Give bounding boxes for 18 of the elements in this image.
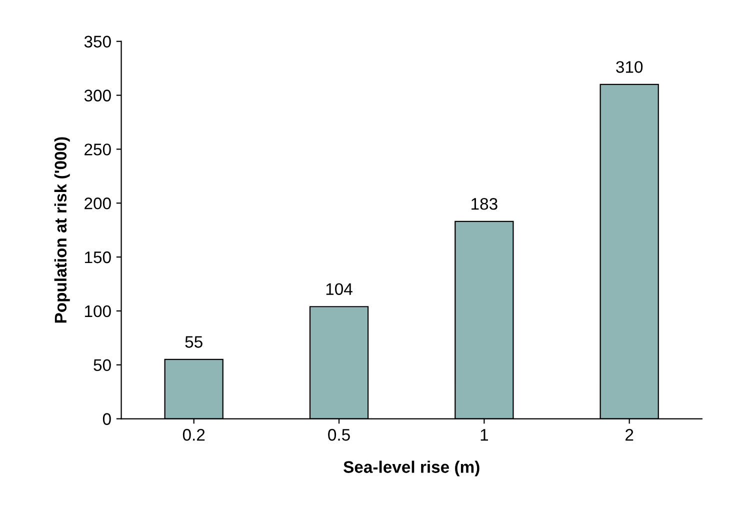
x-tick-label: 1	[480, 429, 488, 441]
y-axis-title: Population at risk ('000)	[54, 137, 70, 323]
x-axis-title: Sea-level rise (m)	[344, 460, 480, 476]
y-tick-label: 50	[94, 359, 111, 372]
y-tick-label: 200	[84, 198, 111, 210]
data-label: 55	[185, 336, 202, 348]
x-tick-label: 0.5	[328, 428, 350, 441]
y-tick-label: 0	[102, 413, 111, 425]
data-label: 104	[326, 283, 352, 295]
data-label: 310	[616, 61, 643, 73]
x-tick-label: 2	[626, 428, 634, 441]
y-tick-label: 300	[84, 90, 111, 102]
y-tick-label: 250	[84, 144, 111, 156]
x-tick-label: 0.2	[182, 428, 205, 441]
y-tick-label: 350	[84, 36, 111, 48]
y-tick-label: 100	[85, 305, 111, 318]
data-label: 183	[472, 198, 498, 210]
y-tick-label: 150	[85, 251, 111, 264]
